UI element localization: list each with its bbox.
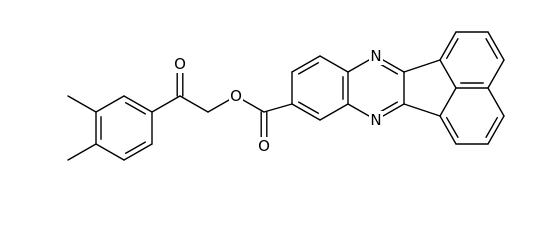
label-background <box>173 55 187 73</box>
bond <box>403 59 441 73</box>
double-bond-line <box>298 62 320 75</box>
bond <box>403 103 441 117</box>
ketone-oxygen: O <box>174 55 186 73</box>
bond <box>319 55 349 73</box>
double-bond-line <box>298 101 320 114</box>
bond <box>319 103 349 121</box>
bond <box>487 87 505 117</box>
bonds <box>67 31 505 161</box>
bond <box>95 143 125 161</box>
bond <box>439 87 457 117</box>
label-background <box>369 111 383 129</box>
atom-labels: O O O N N <box>173 47 383 155</box>
carbonyl-oxygen: O <box>258 137 270 155</box>
structure-diagram: O O O N N <box>67 31 505 161</box>
bond <box>439 59 457 89</box>
ester-oxygen: O <box>230 87 242 105</box>
bond <box>487 59 505 89</box>
bond <box>151 95 181 113</box>
bond <box>95 95 125 113</box>
bond <box>487 115 505 145</box>
double-bond-line <box>485 116 498 138</box>
double-bond-line <box>485 38 498 60</box>
double-bond-line <box>124 141 146 154</box>
bond <box>263 103 293 113</box>
double-bond-line <box>124 102 146 115</box>
label-background <box>257 137 271 155</box>
bond <box>487 31 505 61</box>
bond <box>439 115 457 145</box>
nitrogen: N <box>370 111 381 129</box>
bond <box>67 143 97 161</box>
bond <box>439 31 457 61</box>
bond <box>123 95 153 113</box>
nitrogen: N <box>370 47 381 65</box>
label-background <box>369 47 383 65</box>
bond <box>291 55 321 73</box>
bond <box>67 95 97 113</box>
double-bond-line <box>446 38 459 60</box>
label-background <box>229 87 243 105</box>
double-bond-line <box>446 116 459 138</box>
bond <box>291 103 321 121</box>
bond <box>179 95 209 113</box>
bond <box>123 143 153 161</box>
